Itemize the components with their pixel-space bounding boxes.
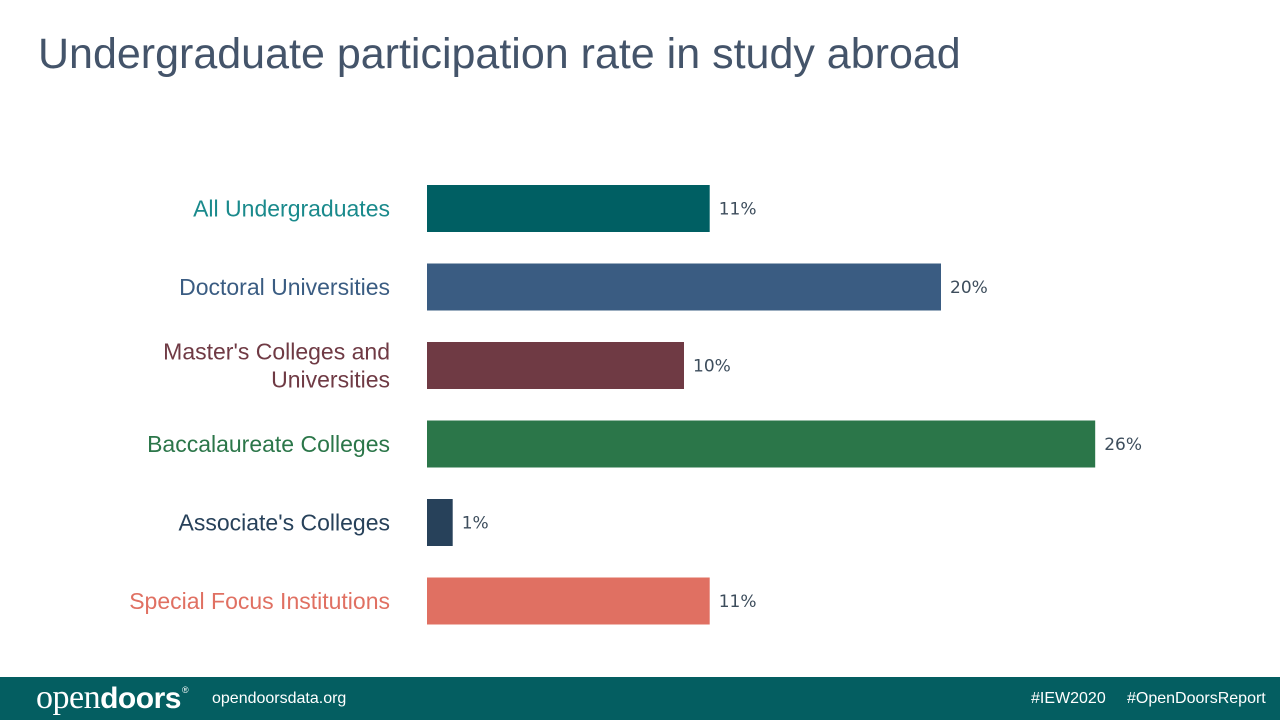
footer-bar: opendoors® opendoorsdata.org #IEW2020 #O… [0,677,1280,720]
slide-title: Undergraduate participation rate in stud… [38,30,961,78]
value-label-1: 20% [950,278,988,298]
category-label-2-line-1: Universities [271,367,390,393]
hashtag-opendoors-report: #OpenDoorsReport [1127,690,1266,707]
logo-text-open: open [36,679,101,716]
hashtag-iew: #IEW2020 [1031,690,1106,707]
category-label-3: Baccalaureate Colleges [147,431,390,457]
logo-registered-mark: ® [181,685,189,695]
bar-4 [427,499,453,546]
logo-text-doors: doors [100,682,181,715]
value-label-2: 10% [693,357,731,377]
category-label-2-line-0: Master's Colleges and [163,339,390,365]
category-label-4: Associate's Colleges [179,510,391,536]
value-label-3: 26% [1104,435,1142,455]
category-label-1: Doctoral Universities [179,274,390,300]
opendoors-logo[interactable]: opendoors® [36,679,189,717]
value-label-4: 1% [462,514,489,534]
bar-2 [427,342,684,389]
bar-0 [427,185,710,232]
bar-3 [427,420,1096,468]
value-label-5: 11% [719,592,757,612]
bar-chart: 11% All Undergraduates 20% Doctoral Univers… [129,185,1142,625]
bar-1 [427,263,941,311]
value-label-0: 11% [719,200,757,220]
category-label-0: All Undergraduates [193,196,390,222]
category-label-5: Special Focus Institutions [129,588,390,614]
bar-5 [427,577,710,625]
site-link[interactable]: opendoorsdata.org [212,690,347,707]
